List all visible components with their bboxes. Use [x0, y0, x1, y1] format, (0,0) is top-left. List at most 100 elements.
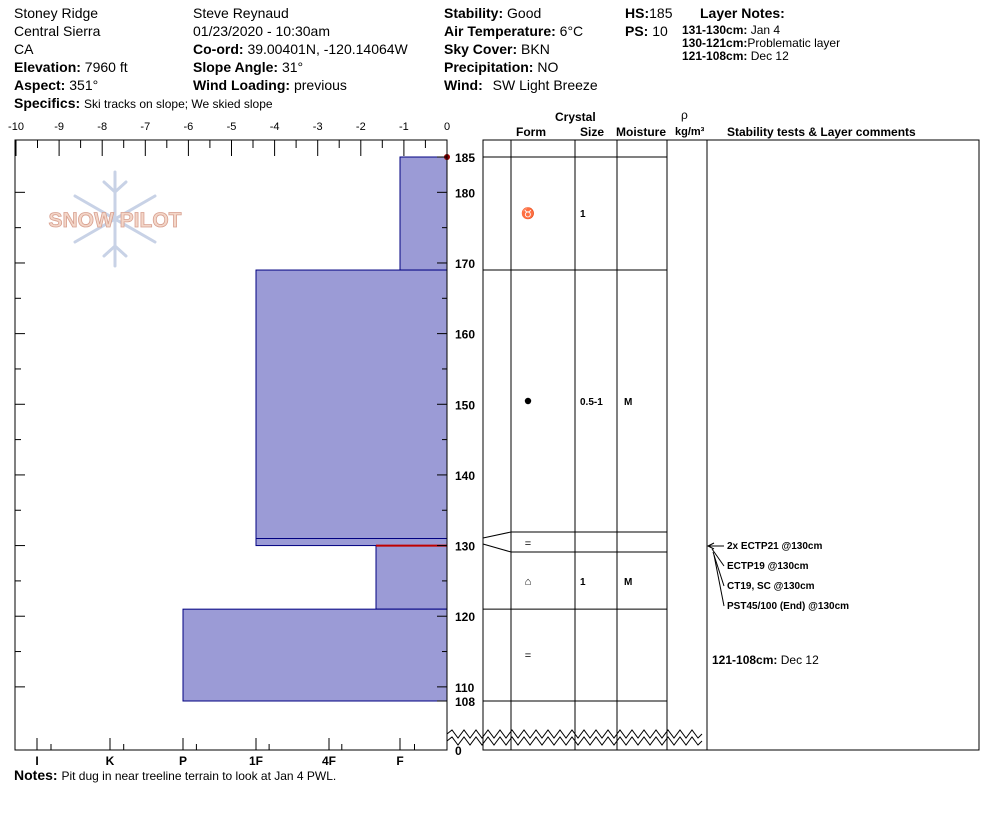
- observer: Steve Reynaud: [193, 5, 289, 21]
- coord-value: 39.00401N, -120.14064W: [247, 41, 408, 57]
- layer-comment: 121-108cm: Dec 12: [712, 654, 819, 667]
- layer-note-range: 121-108cm:: [682, 49, 748, 63]
- hardness-layer-bar: [375, 545, 448, 610]
- air-temp-row: Air Temperature: 6°C: [444, 23, 583, 39]
- hardness-tick-label: K: [106, 754, 115, 768]
- air-temp-value: 6°C: [559, 23, 584, 39]
- wind-loading-label: Wind Loading:: [193, 77, 291, 93]
- layer-note-text: Dec 12: [750, 49, 789, 63]
- top-axis: -10 -9 -8 -7 -6 -5 -4 -3 -2 -1 0: [8, 121, 450, 156]
- location: Stoney Ridge: [14, 5, 99, 21]
- layer-table-frame: [482, 139, 980, 751]
- ps-value: 10: [652, 23, 668, 39]
- moisture-value: M: [624, 397, 632, 408]
- moisture-value: M: [624, 577, 632, 588]
- size-header: Size: [580, 125, 605, 139]
- top-axis-tick-label: -8: [97, 121, 107, 133]
- test-arrows: [706, 542, 725, 607]
- layer-note-text: Problematic layer: [747, 36, 841, 50]
- hardness-layers: [182, 154, 450, 702]
- layer-note-1: 131-130cm: Jan 4: [682, 24, 780, 37]
- wind-row: Wind: SW Light Breeze: [444, 77, 598, 93]
- depth-tick-label: 0: [455, 744, 462, 758]
- coord-row: Co-ord: 39.00401N, -120.14064W: [193, 41, 408, 57]
- specifics-value: Ski tracks on slope; We skied slope: [84, 97, 273, 111]
- depth-tick-label: 170: [455, 257, 475, 271]
- aspect-value: 351°: [69, 77, 99, 93]
- slope-label: Slope Angle:: [193, 59, 279, 75]
- depth-tick-label: 180: [455, 186, 475, 200]
- top-axis-tick-label: 0: [444, 121, 450, 133]
- layer-note-3: 121-108cm: Dec 12: [682, 50, 789, 63]
- sky-label: Sky Cover:: [444, 41, 518, 57]
- layer-rows: ♉ 1 0.5-1 M ⌂ 1 M = =: [482, 156, 667, 702]
- stability-label: Stability:: [444, 5, 504, 21]
- wind-value: SW Light Breeze: [492, 77, 598, 93]
- depth-tick-label: 108: [455, 695, 475, 709]
- top-axis-tick-label: -6: [184, 121, 194, 133]
- layer-connector: [482, 543, 512, 553]
- hardness-tick-label: F: [396, 754, 403, 768]
- layer-comment-text: Dec 12: [780, 653, 819, 667]
- precip-label: Precipitation:: [444, 59, 534, 75]
- top-axis-tick-label: -7: [140, 121, 150, 133]
- hardness-layer-bar: [182, 608, 448, 702]
- top-axis-tick-label: -3: [313, 121, 323, 133]
- region: Central Sierra: [14, 23, 101, 39]
- layer-note-range: 131-130cm:: [682, 23, 748, 37]
- hardness-layer-bar: [255, 538, 448, 547]
- moisture-header: Moisture: [616, 125, 667, 139]
- coord-label: Co-ord:: [193, 41, 244, 57]
- hardness-tick-label: 1F: [249, 754, 263, 768]
- layer-note-text: Jan 4: [750, 23, 781, 37]
- hardness-tick-label: P: [179, 754, 187, 768]
- specifics-label: Specifics:: [14, 95, 81, 111]
- top-axis-tick-label: -10: [8, 121, 24, 133]
- depth-tick-label: 140: [455, 469, 475, 483]
- sky-value: BKN: [521, 41, 550, 57]
- elevation-value: 7960 ft: [84, 59, 128, 75]
- rho-header: ρ: [681, 108, 688, 122]
- depth-tick-label: 160: [455, 328, 475, 342]
- depth-tick-label: 185: [455, 151, 475, 165]
- specifics-row: Specifics: Ski tracks on slope; We skied…: [14, 95, 273, 111]
- sky-row: Sky Cover: BKN: [444, 41, 550, 57]
- snowflake-icon: [73, 170, 157, 268]
- hardness-tick-label: 4F: [322, 754, 336, 768]
- boundary-symbol: =: [525, 538, 531, 550]
- grain-form-icon: ⌂: [525, 576, 532, 588]
- aspect-row: Aspect: 351°: [14, 77, 98, 93]
- depth-tick-label: 120: [455, 610, 475, 624]
- precip-value: NO: [537, 59, 559, 75]
- slope-value: 31°: [281, 59, 304, 75]
- layer-notes-title: Layer Notes:: [700, 5, 785, 21]
- hardness-layer-bar: [255, 269, 448, 540]
- form-header: Form: [516, 125, 546, 139]
- hardness-tick-label: I: [35, 754, 38, 768]
- stability-value: Good: [507, 5, 542, 21]
- depth-break-marker: [446, 729, 703, 746]
- layer-comment-range: 121-108cm:: [712, 653, 778, 667]
- layer-note-range: 130-121cm:: [682, 36, 748, 50]
- stability-row: Stability: Good: [444, 5, 541, 21]
- top-axis-tick-label: -5: [227, 121, 237, 133]
- grain-form-icon: ♉: [521, 207, 535, 220]
- notes-value: Pit dug in near treeline terrain to look…: [61, 769, 337, 783]
- depth-tick-label: 110: [455, 681, 475, 695]
- depth-tick-label: 130: [455, 540, 475, 554]
- slope-row: Slope Angle: 31°: [193, 59, 303, 75]
- top-axis-tick-label: -9: [54, 121, 64, 133]
- hs-label: HS:: [625, 5, 650, 21]
- top-axis-tick-label: -4: [270, 121, 280, 133]
- grain-size: 1: [580, 577, 586, 588]
- layer-note-2: 130-121cm:Problematic layer: [682, 37, 840, 50]
- air-temp-label: Air Temperature:: [444, 23, 556, 39]
- notes-label: Notes:: [14, 767, 58, 783]
- hardness-axis: I K P 1F 4F F: [35, 738, 415, 768]
- stability-test-1: 2x ECTP21 @130cm: [727, 541, 823, 552]
- elevation-label: Elevation:: [14, 59, 81, 75]
- top-axis-tick-label: -1: [399, 121, 409, 133]
- datetime: 01/23/2020 - 10:30am: [193, 23, 330, 39]
